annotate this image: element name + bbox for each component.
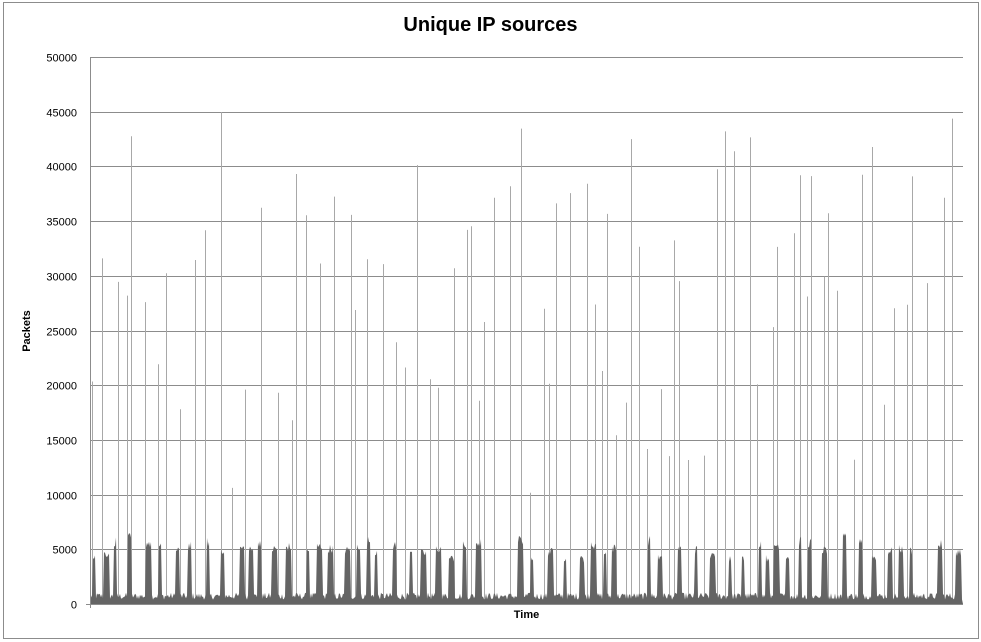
y-tick-label: 0	[71, 600, 77, 612]
y-tick-label: 50000	[46, 53, 77, 65]
y-tick-label: 40000	[46, 162, 77, 174]
y-tick-label: 45000	[46, 108, 77, 120]
y-tick-labels: 0 5000 10000 15000 20000 25000 30000 35000 40000…	[46, 53, 77, 612]
y-tick-label: 25000	[46, 327, 77, 339]
x-axis-label: Time	[513, 609, 540, 621]
y-tick-label: 10000	[46, 491, 77, 503]
series-spikes	[92, 112, 953, 604]
chart-frame	[3, 2, 979, 639]
gridlines	[90, 57, 963, 605]
y-tick-label: 15000	[46, 436, 77, 448]
chart-title: Unique IP sources	[403, 14, 578, 36]
y-tick-label: 20000	[46, 381, 77, 393]
series-area	[90, 533, 963, 604]
y-tick-label: 5000	[53, 545, 77, 557]
y-tick-label: 30000	[46, 272, 77, 284]
y-tick-label: 35000	[46, 217, 77, 229]
